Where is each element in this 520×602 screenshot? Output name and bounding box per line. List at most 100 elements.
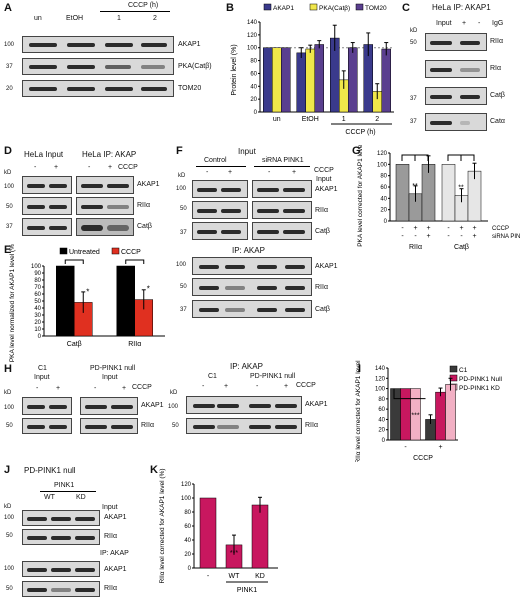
group-label: C1 xyxy=(38,365,47,372)
x-tick-label: Catβ xyxy=(67,341,82,348)
blot-akap1 xyxy=(22,36,174,53)
bar xyxy=(314,44,324,113)
legend-swatch xyxy=(309,3,318,11)
sign: + xyxy=(292,169,297,176)
band-label: AKAP1 xyxy=(305,401,328,408)
y-tick-label: 90 xyxy=(34,271,41,277)
row-label: siRNA PINK1 xyxy=(492,234,520,240)
bar xyxy=(348,47,358,113)
band-label: AKAP1 xyxy=(137,181,160,188)
significance-star: ** xyxy=(412,183,418,190)
significance-bracket xyxy=(393,388,426,400)
sign: - xyxy=(88,164,91,171)
bar xyxy=(251,504,269,569)
band-label: RIIα xyxy=(315,207,328,214)
x-tick-label: - xyxy=(404,444,407,451)
row-sign: + xyxy=(472,225,476,232)
band-label: Catβ xyxy=(315,306,330,313)
y-tick-label: 20 xyxy=(184,552,191,558)
marker: 50 xyxy=(410,40,417,46)
col-label: - xyxy=(478,20,481,27)
row-sign: + xyxy=(413,225,417,232)
significance-star: * xyxy=(147,285,150,294)
y-tick-label: 20 xyxy=(250,97,257,103)
bar xyxy=(305,48,315,113)
band-label: RIα xyxy=(490,65,502,72)
y-tick-label: 60 xyxy=(34,292,41,298)
band-label: RIIα xyxy=(104,533,117,540)
band-label: RIIα xyxy=(490,38,503,45)
y-tick-label: 80 xyxy=(250,59,257,65)
marker: 100 xyxy=(168,404,179,410)
band-label: AKAP1 xyxy=(104,514,127,521)
y-tick-label: 120 xyxy=(377,151,388,157)
legend-label: Untreated xyxy=(69,249,100,256)
marker: 100 xyxy=(4,184,15,190)
panel-letter: A xyxy=(4,2,12,14)
band-label: AKAP1 xyxy=(315,263,338,270)
y-tick-label: 80 xyxy=(184,510,191,516)
group-label: PD-PINK1 null xyxy=(90,365,136,372)
bar xyxy=(400,388,411,441)
legend-label: PD-PINK1 Null xyxy=(459,376,503,383)
bar xyxy=(296,52,306,113)
marker: 20 xyxy=(6,86,13,92)
group-line xyxy=(254,166,310,167)
band-label: Catα xyxy=(490,118,505,125)
x-tick-label: - xyxy=(207,573,210,580)
group-label: Control xyxy=(204,157,227,164)
group-line xyxy=(196,166,246,167)
y-tick-label: 120 xyxy=(247,33,258,39)
col-label: IgG xyxy=(492,20,504,27)
significance-star: * xyxy=(86,287,89,296)
y-tick-label: 20 xyxy=(378,428,385,434)
bar xyxy=(441,164,456,222)
marker: 50 xyxy=(6,586,13,592)
cccp-label: CCCP xyxy=(118,164,138,171)
sign: - xyxy=(94,385,97,392)
y-tick-label: 100 xyxy=(181,496,192,502)
marker: 100 xyxy=(4,42,15,48)
band-label: Catβ xyxy=(490,92,505,99)
row-sign: - xyxy=(414,233,417,240)
significance-star: *** xyxy=(230,550,238,557)
legend-label: TOM20 xyxy=(365,5,387,12)
input-title: Input xyxy=(238,147,256,156)
y-tick-label: 0 xyxy=(38,334,42,340)
bar xyxy=(390,388,401,441)
y-tick-label: 120 xyxy=(181,482,192,488)
group-label: siRNA PINK1 xyxy=(262,157,304,164)
col-label: + xyxy=(462,20,467,27)
significance-bracket xyxy=(125,259,145,264)
chart-i: 0 20 40 60 80 100 120 140 RIIα level corrected f… xyxy=(355,360,503,462)
band-label: AKAP1 xyxy=(141,402,164,409)
panel-letter: F xyxy=(176,145,183,157)
group-label: PD-PINK1 null xyxy=(250,373,296,380)
marker: 50 xyxy=(6,423,13,429)
y-tick-label: 140 xyxy=(247,20,258,26)
ip-title: IP: AKAP xyxy=(232,246,265,255)
ip-label: IP: AKAP xyxy=(100,550,129,557)
y-tick-label: 30 xyxy=(34,313,41,319)
bar xyxy=(199,497,217,569)
cccp-label: CCCP xyxy=(314,167,334,174)
y-tick-label: 40 xyxy=(34,306,41,312)
marker: kD xyxy=(4,504,12,510)
y-axis-label: RIIα level corrected for AKAP1 level (%) xyxy=(159,468,166,583)
band-label: RIIα xyxy=(315,284,328,291)
band-label: RIIα xyxy=(137,202,150,209)
band-label: RIIα xyxy=(305,422,318,429)
sign: + xyxy=(224,383,229,390)
panel-letter: G xyxy=(352,145,361,157)
y-tick-label: 60 xyxy=(380,185,387,191)
y-tick-label: 50 xyxy=(34,299,41,305)
band-label: AKAP1 xyxy=(104,566,127,573)
panel-letter: D xyxy=(4,145,12,157)
sign: - xyxy=(202,383,205,390)
cccp-header: CCCP (h) xyxy=(128,2,159,9)
row-sign: + xyxy=(426,233,430,240)
marker: 100 xyxy=(176,262,187,268)
x-tick-label: un xyxy=(273,116,281,123)
legend-label: PD-PINK1 KD xyxy=(459,385,500,392)
